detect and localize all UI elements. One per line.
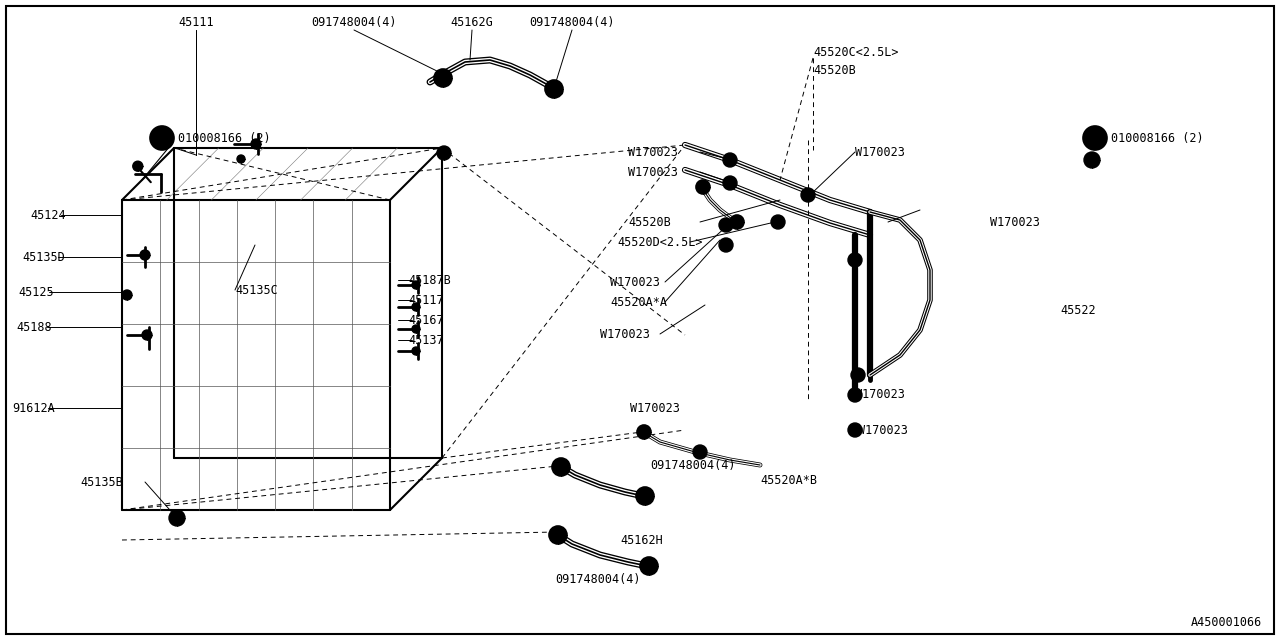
Circle shape (805, 192, 810, 198)
Text: 091748004(4): 091748004(4) (556, 573, 640, 586)
Text: 091748004(4): 091748004(4) (650, 458, 736, 472)
Text: 45124: 45124 (29, 209, 65, 221)
Circle shape (698, 449, 703, 455)
Text: 45188: 45188 (17, 321, 51, 333)
Text: 45520D<2.5L>: 45520D<2.5L> (617, 236, 703, 248)
Circle shape (692, 445, 707, 459)
Text: 45135D: 45135D (22, 250, 65, 264)
Circle shape (801, 188, 815, 202)
Circle shape (852, 257, 858, 263)
Text: 45522: 45522 (1060, 303, 1096, 317)
Circle shape (412, 281, 420, 289)
Circle shape (412, 303, 420, 311)
Circle shape (1083, 126, 1107, 150)
Text: 45520B: 45520B (628, 216, 671, 228)
Circle shape (140, 250, 150, 260)
Text: 45162G: 45162G (451, 15, 493, 29)
Circle shape (855, 372, 861, 378)
Circle shape (637, 425, 652, 439)
Text: 091748004(4): 091748004(4) (529, 15, 614, 29)
Text: 45520B: 45520B (813, 63, 856, 77)
Circle shape (696, 180, 710, 194)
Circle shape (776, 219, 781, 225)
Text: W170023: W170023 (628, 145, 678, 159)
Circle shape (549, 526, 567, 544)
Text: 45187B: 45187B (408, 273, 451, 287)
Text: W170023: W170023 (630, 401, 680, 415)
Circle shape (552, 458, 570, 476)
Text: W170023: W170023 (858, 424, 908, 436)
Circle shape (251, 139, 261, 149)
Circle shape (636, 487, 654, 505)
Circle shape (852, 428, 858, 433)
Text: W170023: W170023 (628, 166, 678, 179)
Text: W170023: W170023 (989, 216, 1039, 228)
Circle shape (723, 153, 737, 167)
Circle shape (730, 215, 744, 229)
Circle shape (723, 242, 728, 248)
Circle shape (771, 215, 785, 229)
Text: W170023: W170023 (855, 388, 905, 401)
Circle shape (412, 325, 420, 333)
Circle shape (412, 347, 420, 355)
Circle shape (545, 80, 563, 98)
Circle shape (723, 176, 737, 190)
Circle shape (852, 392, 858, 398)
Text: 010008166 (2): 010008166 (2) (1111, 131, 1203, 145)
Circle shape (849, 253, 861, 267)
Text: 91612A: 91612A (12, 401, 55, 415)
Text: 45117: 45117 (408, 294, 444, 307)
Circle shape (640, 557, 658, 575)
Circle shape (133, 161, 143, 172)
Circle shape (849, 423, 861, 437)
Text: W170023: W170023 (855, 145, 905, 159)
Text: 45520A*B: 45520A*B (760, 474, 817, 486)
Circle shape (150, 126, 174, 150)
Text: 45520C<2.5L>: 45520C<2.5L> (813, 45, 899, 58)
Text: B: B (159, 133, 165, 143)
Circle shape (723, 222, 728, 228)
Text: W170023: W170023 (600, 328, 650, 340)
Text: A450001066: A450001066 (1190, 616, 1262, 628)
Text: 45520A*A: 45520A*A (611, 296, 667, 308)
Text: 091748004(4): 091748004(4) (311, 15, 397, 29)
Text: 45135C: 45135C (236, 284, 278, 296)
Text: W170023: W170023 (611, 275, 660, 289)
Circle shape (851, 368, 865, 382)
Text: 45137: 45137 (408, 333, 444, 346)
Circle shape (142, 330, 152, 340)
Circle shape (122, 290, 132, 300)
Text: 45125: 45125 (18, 285, 54, 298)
Text: B: B (1092, 133, 1098, 143)
Circle shape (436, 146, 451, 160)
Circle shape (849, 388, 861, 402)
Circle shape (1084, 152, 1100, 168)
Text: 45111: 45111 (178, 15, 214, 29)
Circle shape (727, 157, 733, 163)
Circle shape (237, 155, 244, 163)
Circle shape (719, 238, 733, 252)
Text: 45135B: 45135B (81, 476, 123, 488)
Circle shape (169, 510, 186, 526)
Circle shape (434, 69, 452, 87)
Text: 45167: 45167 (408, 314, 444, 326)
Circle shape (719, 218, 733, 232)
Text: 010008166 (2): 010008166 (2) (178, 131, 270, 145)
Circle shape (727, 180, 733, 186)
Text: 45162H: 45162H (620, 534, 663, 547)
